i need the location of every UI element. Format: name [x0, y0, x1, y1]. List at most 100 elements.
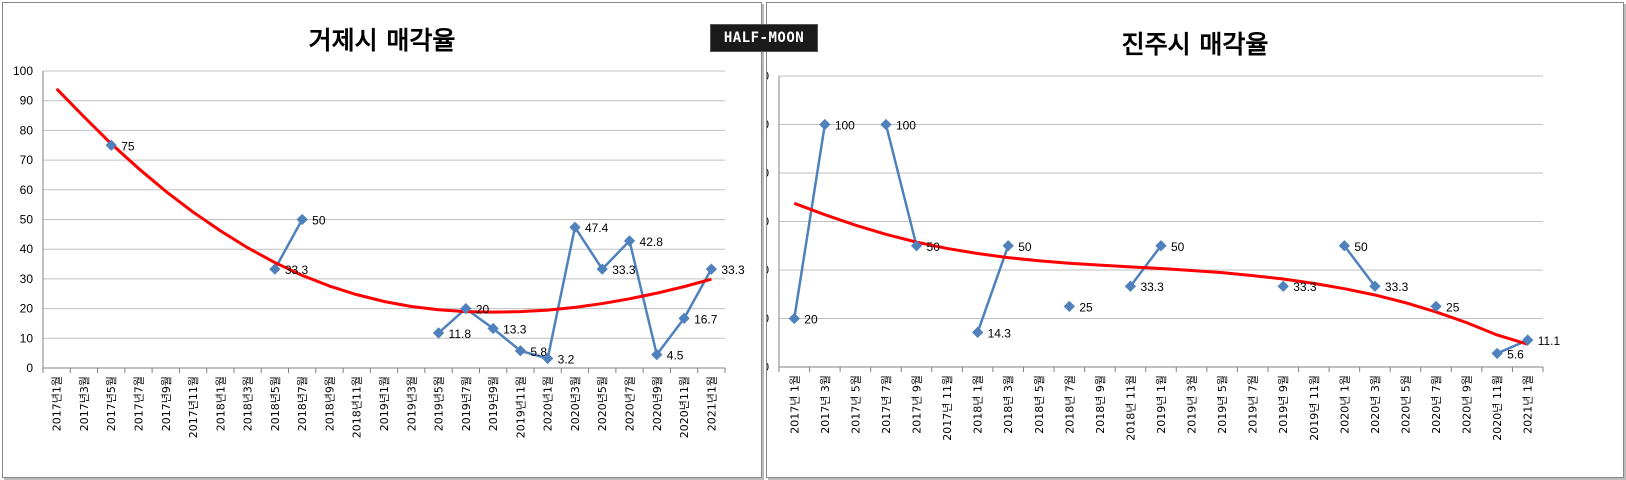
x-tick-label: 2018년 3월	[1002, 375, 1015, 434]
data-point	[788, 312, 800, 325]
chart-title-geoje: 거제시 매각율	[308, 26, 456, 55]
x-tick-label: 2020년 3월	[1369, 375, 1382, 434]
data-point	[651, 348, 663, 361]
data-point	[1369, 280, 1381, 292]
data-point	[1155, 240, 1167, 252]
data-point	[819, 118, 831, 131]
x-tick-label: 2018년7월	[296, 376, 309, 431]
y-tick-label: 70	[20, 153, 34, 167]
y-tick-label: 10	[20, 331, 34, 345]
x-tick-label: 2017년 3월	[819, 375, 832, 434]
x-tick-label: 2017년7월	[132, 376, 145, 431]
y-tick-label: 90	[20, 94, 34, 108]
y-tick-label: 100	[767, 118, 769, 132]
x-tick-label: 2018년 5월	[1033, 375, 1046, 434]
data-label: 33.3	[721, 263, 745, 277]
x-tick-label: 2020년 1월	[1338, 375, 1351, 434]
trend-line	[55, 87, 712, 314]
data-label: 13.3	[503, 322, 527, 336]
x-tick-label: 2018년 1월	[972, 375, 985, 434]
x-tick-label: 2020년7월	[624, 376, 637, 431]
data-label: 3.2	[558, 352, 575, 366]
series-line	[1129, 244, 1162, 288]
data-label: 75	[121, 139, 135, 153]
chart-title-jinju: 진주시 매각율	[1121, 30, 1269, 59]
x-tick-label: 2018년1월	[214, 376, 227, 431]
data-label: 33.3	[1140, 280, 1164, 294]
x-tick-label: 2019년 7월	[1247, 375, 1260, 434]
data-label: 50	[1354, 240, 1368, 254]
x-tick-label: 2017년3월	[78, 376, 91, 431]
series-line	[1343, 244, 1376, 288]
trend-line	[793, 201, 1529, 346]
x-tick-label: 2018년9월	[323, 376, 336, 431]
x-tick-label: 2018년5월	[269, 376, 282, 431]
y-tick-label: 40	[20, 242, 34, 256]
y-tick-label: 40	[767, 263, 769, 277]
x-tick-label: 2019년 11월	[1308, 375, 1321, 441]
x-tick-label: 2021년 1월	[1522, 375, 1535, 434]
data-label: 50	[1018, 240, 1032, 254]
series-line	[273, 218, 304, 270]
x-tick-label: 2020년9월	[651, 376, 664, 431]
y-tick-label: 0	[26, 361, 33, 375]
y-tick-label: 30	[20, 272, 34, 286]
x-tick-label: 2019년 3월	[1186, 375, 1199, 434]
y-tick-label: 60	[767, 215, 769, 229]
x-tick-label: 2018년 7월	[1063, 375, 1076, 434]
data-point	[569, 221, 581, 233]
data-point	[971, 326, 984, 338]
data-point	[1338, 240, 1351, 252]
data-point	[432, 327, 445, 339]
x-tick-label: 2017년 7월	[880, 375, 893, 434]
x-tick-label: 2017년 9월	[911, 375, 924, 434]
data-label: 100	[896, 119, 916, 133]
x-tick-label: 2018년 9월	[1094, 375, 1107, 434]
series-line	[884, 124, 918, 247]
data-label: 100	[835, 119, 855, 133]
chart-panel-geoje: 거제시 매각율 0 10 20 30 40 50 60 70 80 90 100 2017년1월 201…	[2, 2, 762, 478]
y-tick-label: 50	[20, 213, 34, 227]
data-point	[678, 312, 690, 325]
x-tick-label: 2020년 7월	[1430, 375, 1443, 434]
x-tick-label: 2020년1월	[542, 376, 555, 431]
data-label: 50	[927, 240, 941, 254]
x-tick-label: 2020년3월	[569, 376, 582, 431]
series-line	[437, 225, 713, 360]
data-point	[1491, 347, 1503, 360]
x-tick-label: 2019년3월	[405, 376, 418, 431]
x-tick-label: 2018년11월	[351, 376, 364, 438]
x-tick-label: 2020년5월	[596, 376, 609, 431]
data-point	[1124, 280, 1137, 292]
x-tick-label: 2019년5월	[433, 376, 446, 431]
data-point	[1277, 280, 1289, 292]
data-label: 16.7	[694, 312, 718, 326]
y-tick-label: 80	[20, 123, 34, 137]
x-tick-label: 2021년1월	[705, 376, 718, 431]
y-tick-label: 100	[13, 64, 33, 78]
data-point	[880, 118, 892, 131]
x-tick-label: 2017년1월	[51, 376, 64, 431]
data-label: 4.5	[667, 349, 684, 363]
data-label: 50	[312, 214, 326, 228]
data-point	[1002, 240, 1014, 252]
data-point	[623, 235, 636, 247]
x-tick-label: 2020년11월	[678, 376, 691, 438]
y-tick-label: 120	[767, 69, 769, 83]
data-point	[705, 263, 718, 275]
watermark-logo: HALF-MOON	[710, 24, 818, 52]
data-point	[542, 352, 554, 365]
series-line	[793, 124, 827, 319]
data-point	[296, 213, 308, 226]
x-tick-label: 2017년11월	[187, 376, 200, 438]
x-tick-label: 2017년 5월	[849, 375, 862, 434]
chart-plot-geoje: 0 10 20 30 40 50 60 70 80 90 100 2017년1월 2017년3월 2017…	[13, 64, 745, 438]
data-label: 5.6	[1507, 347, 1524, 361]
y-tick-label: 60	[20, 183, 34, 197]
chart-plot-jinju: 0 20 40 60 80 100 120 2017년 1월 2017년 3월 2017년 5월 2…	[767, 69, 1561, 441]
y-tick-label: 80	[767, 166, 769, 180]
x-tick-label: 2018년3월	[242, 376, 255, 431]
data-point	[596, 263, 608, 275]
data-label: 33.3	[1293, 280, 1317, 294]
data-label: 20	[804, 313, 818, 327]
